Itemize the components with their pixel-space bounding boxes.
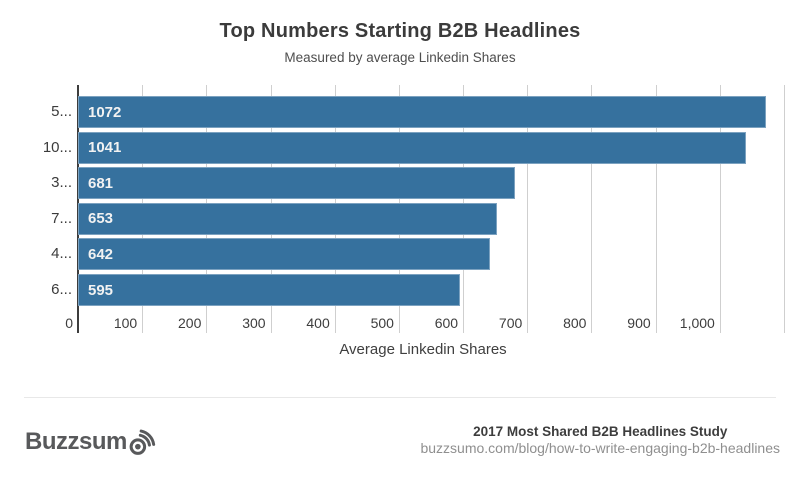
footer-divider: [24, 397, 776, 398]
x-axis-tick-label: 600: [434, 315, 459, 331]
x-axis-tick-label: 0: [65, 315, 73, 331]
study-url: buzzsumo.com/blog/how-to-write-engaging-…: [420, 440, 780, 456]
y-axis-category-label: 10...: [42, 138, 72, 156]
bar-value-label: 653: [88, 210, 114, 228]
bar: 681: [78, 167, 516, 200]
gridline: [655, 85, 657, 333]
gridline: [719, 85, 721, 333]
x-axis-tick-label: 900: [627, 315, 651, 331]
y-axis-category-label: 5...: [51, 103, 72, 120]
x-axis-tick-label: 200: [178, 315, 202, 331]
y-axis-category-label: 3...: [51, 174, 72, 192]
bar-value-label: 1072: [88, 103, 122, 121]
buzzsumo-logo-text: Buzzsum: [25, 428, 127, 455]
bar-value-label: 1041: [88, 139, 122, 157]
gridline: [784, 85, 785, 333]
x-axis-tick-label: 400: [306, 315, 330, 331]
y-axis-category-label: 7...: [51, 209, 72, 227]
x-axis-tick-labels: 0 100 200 300 400 500 600 700 800 900 1,000: [65, 315, 784, 332]
footer-credits: 2017 Most Shared B2B Headlines Study buz…: [420, 423, 780, 457]
bar: 653: [78, 202, 498, 235]
bar: 595: [78, 274, 460, 306]
y-axis-category-label: 6...: [51, 281, 72, 298]
x-axis-tick-label: 100: [113, 315, 138, 331]
plot-area: 1072 1041 681 653 642 595: [77, 85, 785, 333]
chart-title: Top Numbers Starting B2B Headlines: [219, 20, 581, 42]
bar-value-label: 642: [88, 245, 114, 263]
x-axis-tick-label: 800: [563, 315, 587, 331]
x-axis-tick-label: 500: [370, 315, 394, 331]
x-axis-tick-label: 1,000: [679, 315, 715, 331]
x-axis-title: Average Linkedin Shares: [339, 341, 507, 358]
sound-waves-target-icon: [127, 428, 159, 455]
bar: 642: [78, 238, 491, 271]
bar-value-label: 681: [88, 174, 114, 192]
x-axis-tick-label: 700: [498, 315, 523, 331]
y-axis-category-label: 4...: [51, 245, 72, 263]
bar-value-label: 595: [88, 281, 114, 299]
y-axis-category-labels: 5... 10... 3... 7... 4... 6...: [0, 85, 72, 333]
gridline: [527, 85, 529, 333]
study-title: 2017 Most Shared B2B Headlines Study: [473, 424, 728, 439]
chart-subtitle: Measured by average Linkedin Shares: [284, 50, 516, 65]
x-axis-tick-label: 300: [242, 315, 266, 331]
bar: 1041: [78, 131, 747, 164]
gridline: [591, 85, 593, 333]
buzzsumo-logo: Buzzsum: [25, 428, 159, 455]
bar: 1072: [78, 96, 767, 128]
